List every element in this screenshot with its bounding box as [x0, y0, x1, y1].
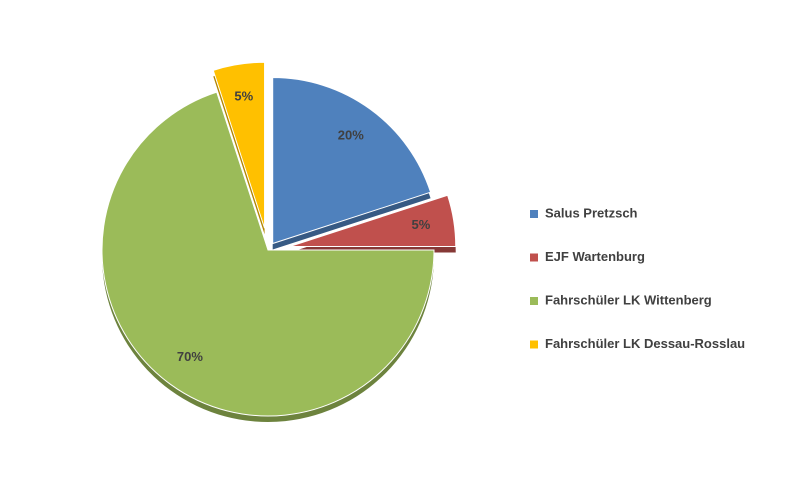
slice [212, 61, 266, 229]
data-label: 70% [177, 349, 203, 364]
data-label: 5% [234, 89, 253, 104]
legend-label: EJF Wartenburg [545, 249, 645, 264]
legend-swatch [530, 210, 538, 218]
slice [289, 194, 457, 248]
legend-label: Salus Pretzsch [545, 205, 638, 220]
data-label: 20% [338, 128, 364, 143]
data-label: 5% [411, 217, 430, 232]
legend-swatch [530, 340, 538, 349]
legend-label: Fahrschüler LK Dessau-Rosslau [545, 336, 745, 351]
legend-swatch [530, 253, 538, 262]
legend-swatch [530, 297, 538, 305]
legend-label: Fahrschüler LK Wittenberg [545, 292, 712, 307]
slice [101, 91, 435, 417]
slice [272, 77, 432, 245]
